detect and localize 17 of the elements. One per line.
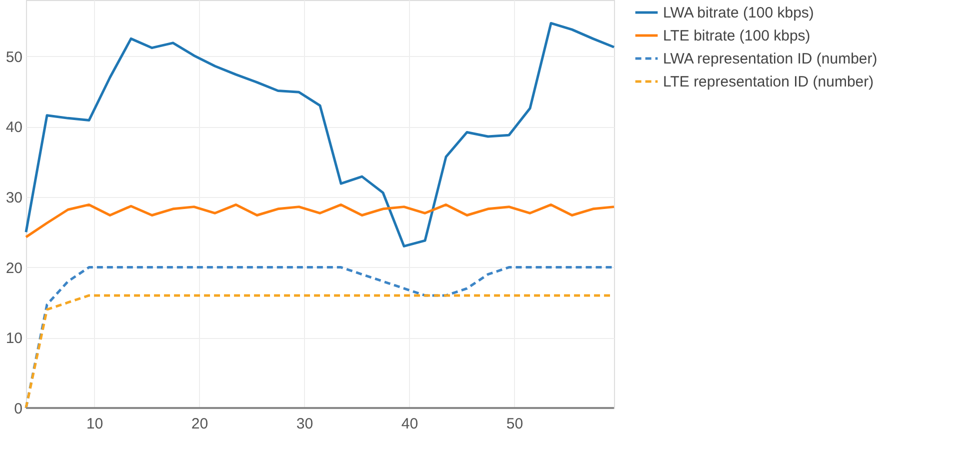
line-series: [24, 203, 616, 238]
y-tick-label: 50: [6, 48, 22, 66]
x-tick-label: 30: [296, 416, 314, 432]
y-tick-label: 30: [6, 189, 22, 206]
legend-label: LWA bitrate (100 kbps): [663, 4, 814, 22]
legend-label: LWA representation ID (number): [663, 50, 878, 68]
legend-label: LTE representation ID (number): [663, 74, 874, 90]
line-series: [24, 22, 616, 248]
y-tick-label: 20: [6, 260, 22, 277]
y-tick-label: 10: [6, 330, 22, 348]
x-tick-label: 10: [86, 416, 104, 432]
y-tick-label: 0: [14, 400, 22, 418]
x-tick-label: 40: [401, 416, 418, 432]
legend-label: LTE bitrate (100 kbps): [663, 28, 810, 44]
x-tick-label: 50: [506, 416, 524, 432]
y-tick-label: 40: [6, 119, 22, 136]
x-tick-label: 20: [191, 416, 208, 432]
